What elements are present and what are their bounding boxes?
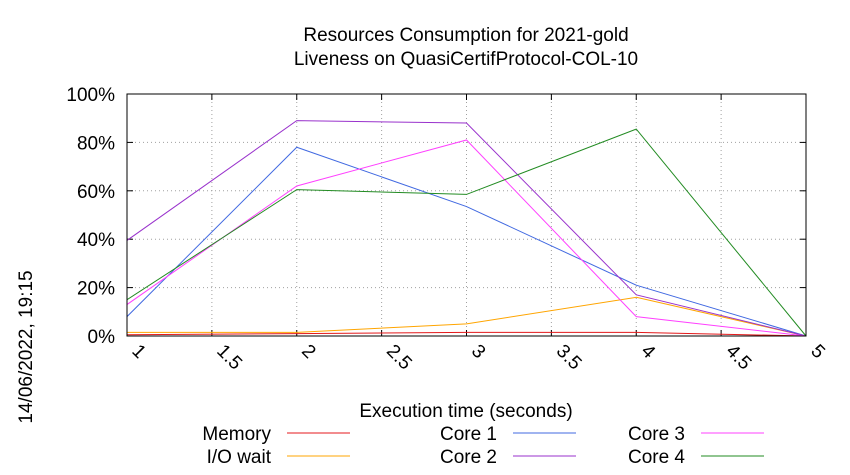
series-line-memory [126, 331, 807, 337]
x-tick-label: 2.5 [382, 341, 416, 375]
x-tick-label: 2 [297, 341, 319, 363]
y-tick-label: 80% [77, 133, 115, 154]
legend-label: Memory [202, 424, 271, 445]
series-line-i-o-wait [127, 296, 807, 337]
y-tick-label: 40% [77, 230, 115, 251]
y-tick-label: 20% [77, 279, 115, 300]
x-tick-label: 3 [467, 341, 489, 363]
plot-frame [126, 93, 807, 337]
chart-subtitle: Liveness on QuasiCertifProtocol-COL-10 [294, 49, 638, 70]
timestamp: 14/06/2022, 19:15 [16, 270, 37, 423]
legend-label: Core 2 [440, 447, 497, 468]
series-line-core-3 [126, 139, 807, 337]
x-tick-label: 1.5 [212, 341, 246, 375]
series-line-core-4 [126, 128, 807, 337]
legend-label: Core 1 [440, 424, 497, 445]
y-tick-labels: 0% 20% 40% 60% 80% 100% [66, 85, 115, 348]
x-tick-labels: 1 1.5 2 2.5 3 3.5 4 4.5 5 [127, 341, 828, 375]
y-tick-label: 100% [66, 85, 115, 106]
y-tick-label: 60% [77, 182, 115, 203]
series-line-core-1 [126, 146, 807, 337]
x-tick-label: 4.5 [722, 341, 756, 375]
legend-label: Core 4 [628, 447, 685, 468]
x-tick-label: 4 [637, 341, 660, 364]
x-axis-label: Execution time (seconds) [359, 401, 572, 422]
x-tick-label: 1 [127, 341, 149, 363]
y-tick-label: 0% [88, 327, 116, 348]
legend-label: I/O wait [207, 447, 272, 468]
x-tick-label: 3.5 [552, 341, 586, 375]
series-line-core-2 [126, 120, 807, 337]
series-lines [126, 120, 807, 337]
x-tick-label: 5 [806, 341, 828, 363]
legend-label: Core 3 [628, 424, 685, 445]
chart-title: Resources Consumption for 2021-gold [303, 25, 628, 46]
